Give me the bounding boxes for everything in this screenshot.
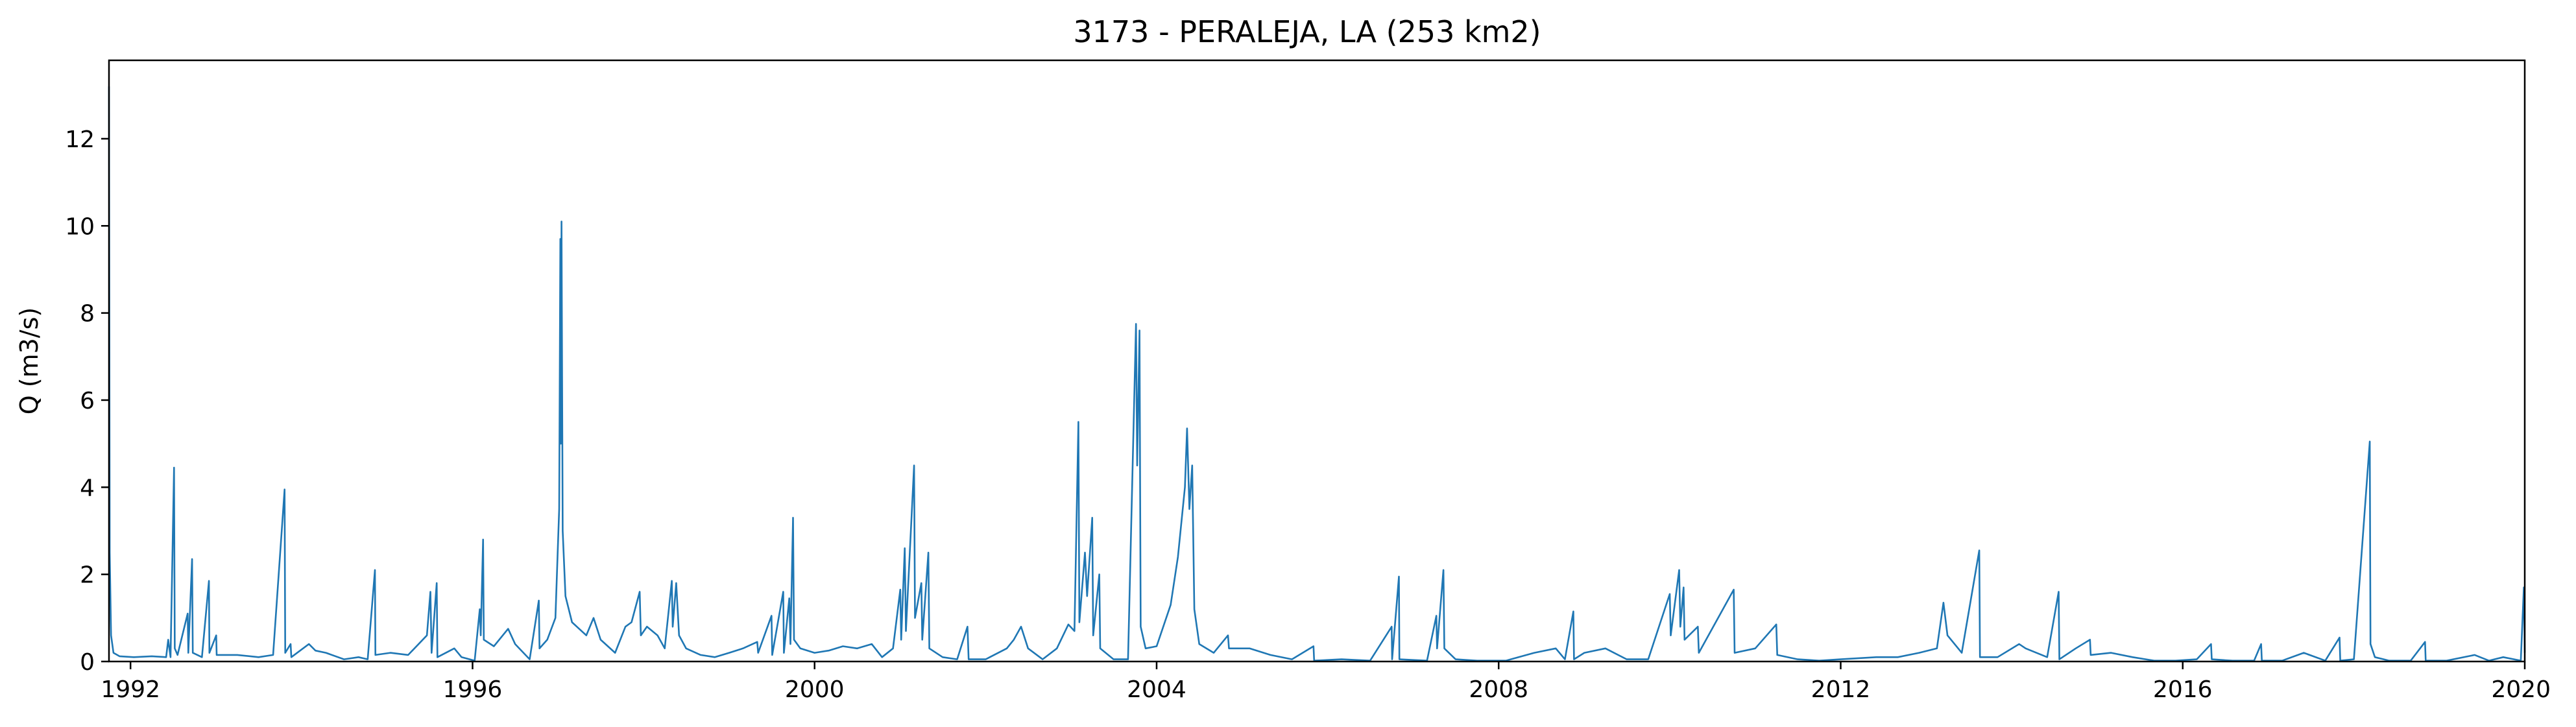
series-line-0: [108, 86, 2526, 662]
x-axis-ticks: 1992 1996 2000 2004 2008 2012 2016 2020: [101, 661, 2551, 703]
x-tick-label: 2020: [2491, 676, 2551, 703]
y-axis-ticks: 0 2 4 6 8 10 12: [65, 126, 109, 676]
x-tick-label: 2012: [1811, 676, 1871, 703]
y-tick-label: 10: [65, 213, 95, 240]
series-layer: [108, 86, 2526, 662]
y-axis-label: Q (m3/s): [15, 307, 43, 414]
y-tick-label: 12: [65, 126, 95, 153]
x-tick-label: 1992: [101, 676, 160, 703]
y-tick-label: 8: [80, 301, 95, 328]
x-tick-label: 2000: [785, 676, 845, 703]
x-tick-label: 1996: [443, 676, 503, 703]
x-tick-label: 2004: [1127, 676, 1186, 703]
y-tick-label: 6: [80, 388, 95, 414]
chart-title: 3173 - PERALEJA, LA (253 km2): [1073, 14, 1541, 49]
x-tick-label: 2008: [1469, 676, 1528, 703]
y-tick-label: 4: [80, 475, 95, 501]
x-tick-label: 2016: [2153, 676, 2213, 703]
y-tick-label: 0: [80, 649, 95, 676]
y-tick-label: 2: [80, 562, 95, 589]
plot-frame: [108, 59, 2526, 663]
